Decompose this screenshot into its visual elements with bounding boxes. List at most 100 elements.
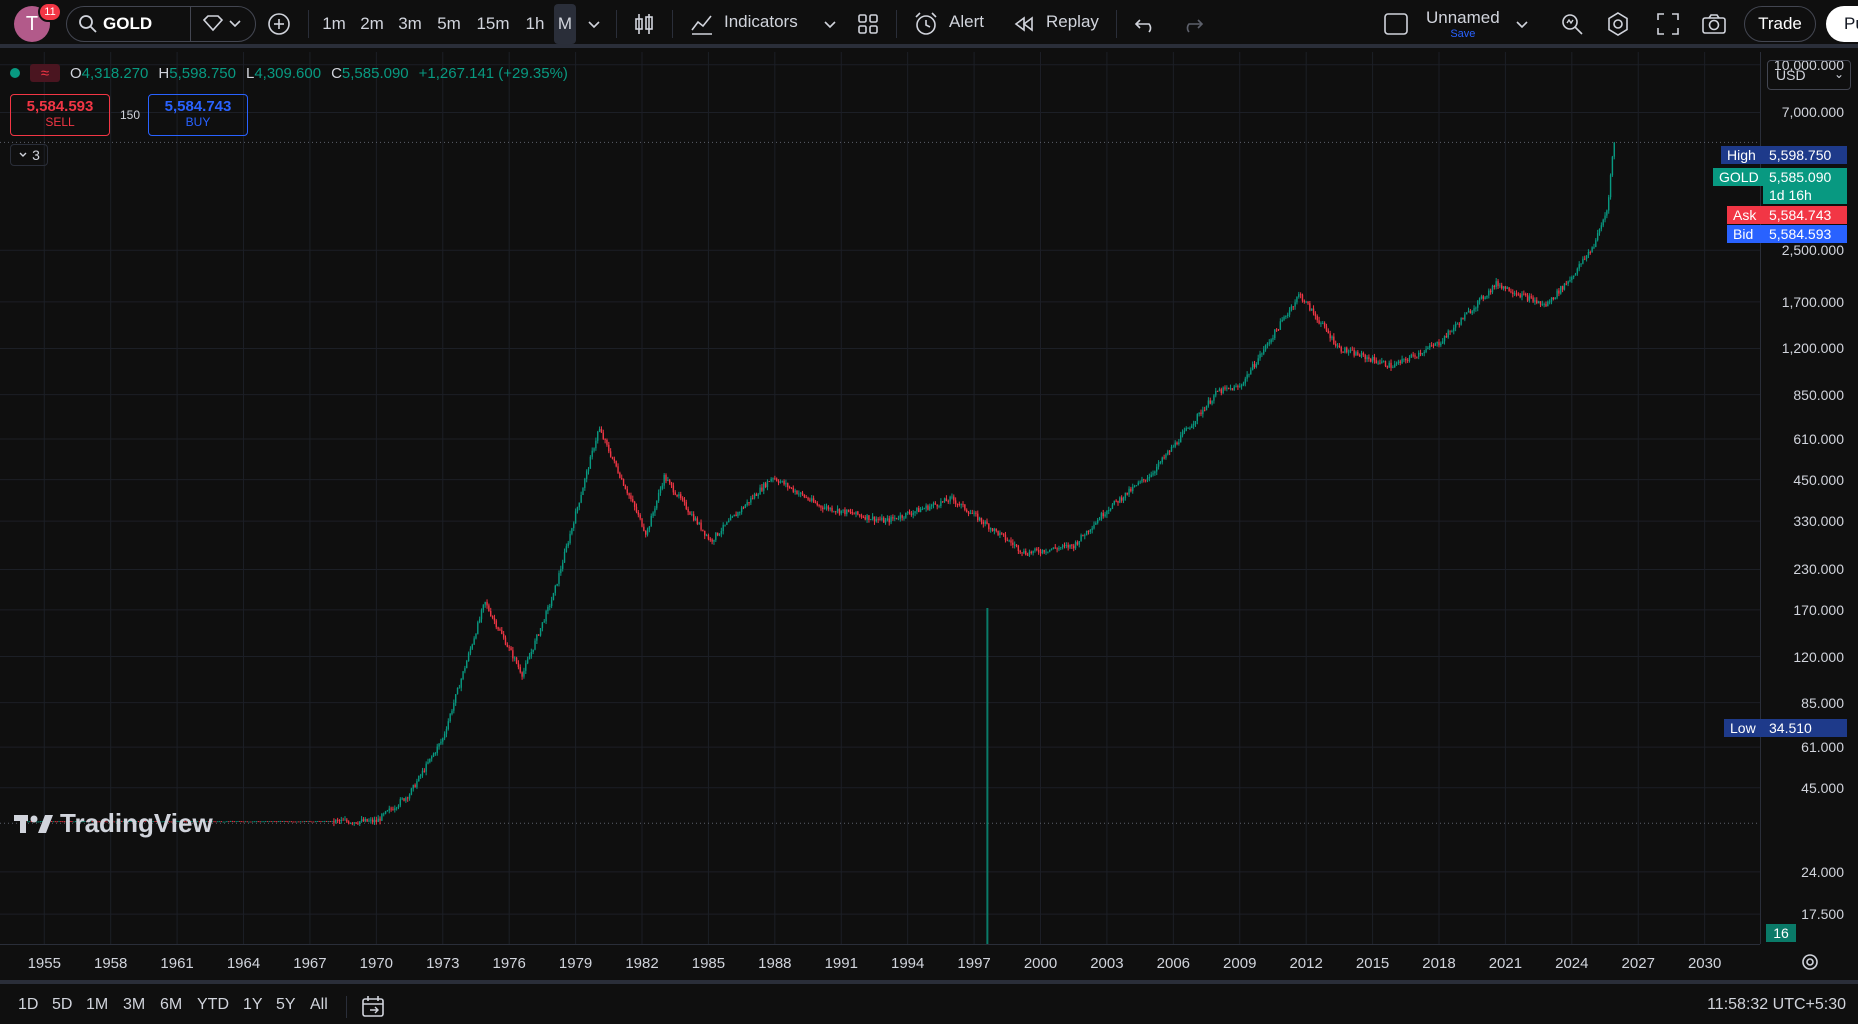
candle-body bbox=[167, 821, 169, 822]
layout-checkbox-icon[interactable] bbox=[1382, 10, 1410, 38]
candle-body bbox=[1200, 412, 1202, 415]
wave-icon[interactable]: ≈ bbox=[30, 64, 60, 82]
timeframe-3m[interactable]: 3m bbox=[398, 14, 422, 33]
range-1d[interactable]: 1D bbox=[18, 996, 39, 1013]
indicators-icon[interactable] bbox=[688, 10, 716, 38]
range-6m[interactable]: 6M bbox=[160, 996, 183, 1013]
candle-body bbox=[1257, 358, 1259, 364]
save-link[interactable]: Save bbox=[1450, 28, 1476, 40]
replay-rewind-icon[interactable] bbox=[1010, 10, 1038, 38]
timeframe-15m[interactable]: 15m bbox=[476, 14, 510, 33]
replay-button[interactable]: Replay bbox=[1046, 12, 1099, 31]
candle-body bbox=[71, 821, 73, 823]
candle-body bbox=[1250, 369, 1252, 375]
candle-body bbox=[89, 821, 92, 823]
candle-body bbox=[1100, 513, 1103, 520]
candle-body bbox=[1591, 247, 1593, 253]
candle-body bbox=[563, 551, 566, 563]
timeframe-dropdown-chevron-icon[interactable] bbox=[580, 10, 608, 38]
compare-diamond-icon[interactable] bbox=[198, 12, 246, 36]
time-axis[interactable]: 1955 1958 1961 1964 1967 1970 1973 1976 1979 1982… bbox=[0, 944, 1760, 980]
candle-body bbox=[1423, 352, 1425, 353]
price-tick-label: 1,200.000 bbox=[1781, 340, 1844, 357]
candle-body bbox=[521, 672, 523, 677]
candle-body bbox=[180, 821, 182, 822]
candle-body bbox=[825, 506, 828, 508]
candle-body bbox=[495, 620, 497, 628]
timeframe-2m[interactable]: 2m bbox=[360, 14, 384, 33]
redo-icon[interactable] bbox=[1178, 10, 1206, 38]
sell-button[interactable]: 5,584.593 SELL bbox=[10, 94, 110, 136]
candle-body bbox=[1344, 347, 1346, 353]
currency-select[interactable]: USD ⌄ bbox=[1767, 60, 1851, 90]
add-symbol-icon[interactable] bbox=[265, 10, 293, 38]
axis-settings-gear-icon[interactable] bbox=[1798, 950, 1822, 974]
candle-body bbox=[1491, 285, 1494, 293]
candle-body bbox=[805, 497, 807, 498]
candle-body bbox=[753, 494, 756, 499]
range-1y[interactable]: 1Y bbox=[243, 996, 263, 1013]
candle-body bbox=[1602, 219, 1604, 226]
timeframe-1m[interactable]: 1m bbox=[322, 14, 346, 33]
candle-body bbox=[1137, 482, 1139, 486]
candle-body bbox=[137, 821, 140, 823]
candle-body bbox=[216, 821, 219, 823]
candle-body bbox=[412, 784, 414, 789]
range-5d[interactable]: 5D bbox=[52, 996, 73, 1013]
range-5y[interactable]: 5Y bbox=[276, 996, 296, 1013]
settings-gear-icon[interactable] bbox=[1604, 10, 1632, 38]
timeframe-5m[interactable]: 5m bbox=[437, 14, 461, 33]
ask-tag-label: Ask bbox=[1727, 206, 1763, 224]
candle-body bbox=[875, 519, 878, 522]
date-range-calendar-icon[interactable] bbox=[360, 994, 386, 1020]
range-ytd[interactable]: YTD bbox=[197, 996, 229, 1013]
candle-body bbox=[1438, 342, 1440, 346]
layout-dropdown-chevron-icon[interactable] bbox=[1508, 10, 1536, 38]
candle-body bbox=[984, 521, 986, 524]
indicators-dropdown-chevron-icon[interactable] bbox=[816, 10, 844, 38]
fullscreen-icon[interactable] bbox=[1654, 10, 1682, 38]
candle-body bbox=[1349, 349, 1352, 352]
alarm-clock-icon[interactable] bbox=[912, 10, 940, 38]
candle-body bbox=[630, 495, 632, 500]
timeframe-1h[interactable]: 1h bbox=[525, 14, 545, 33]
indicators-button[interactable]: Indicators bbox=[724, 12, 798, 31]
candle-body bbox=[584, 478, 586, 488]
symbol-search[interactable]: GOLD bbox=[66, 6, 256, 42]
range-3m[interactable]: 3M bbox=[123, 996, 146, 1013]
chart-pane[interactable]: ≈ O 4,318.270 H 5,598.750 L 4,309.600 C 5,58… bbox=[0, 52, 1858, 948]
candle-body bbox=[971, 513, 973, 515]
quick-search-icon[interactable] bbox=[1558, 10, 1586, 38]
candle-style-icon[interactable] bbox=[630, 10, 658, 38]
layout-name-button[interactable]: Unnamed Save bbox=[1426, 8, 1500, 40]
price-chart-plot[interactable] bbox=[0, 52, 1760, 944]
candle-body bbox=[1196, 414, 1199, 422]
camera-snapshot-icon[interactable] bbox=[1700, 10, 1728, 38]
candle-body bbox=[1180, 435, 1182, 443]
candle-body bbox=[1060, 547, 1062, 549]
candle-body bbox=[641, 518, 643, 527]
range-1m[interactable]: 1M bbox=[86, 996, 109, 1013]
candle-body bbox=[1478, 298, 1481, 302]
candle-body bbox=[1475, 307, 1477, 309]
candle-body bbox=[342, 819, 344, 821]
publish-button[interactable]: Pu bbox=[1826, 6, 1858, 42]
alert-button[interactable]: Alert bbox=[949, 12, 984, 31]
timezone-clock[interactable]: 11:58:32 UTC+5:30 bbox=[1707, 996, 1846, 1013]
trade-button[interactable]: Trade bbox=[1744, 6, 1816, 42]
candle-body bbox=[252, 821, 254, 823]
candle-body bbox=[248, 821, 250, 823]
layouts-grid-icon[interactable] bbox=[854, 10, 882, 38]
candle-body bbox=[1294, 302, 1296, 307]
bar-countdown: 1d 16h bbox=[1763, 186, 1847, 204]
range-all[interactable]: All bbox=[310, 996, 328, 1013]
candle-body bbox=[335, 819, 337, 823]
candle-body bbox=[1143, 479, 1145, 481]
toolbar-divider bbox=[896, 10, 897, 38]
candle-body bbox=[823, 507, 826, 510]
undo-icon[interactable] bbox=[1132, 10, 1160, 38]
timeframe-monthly[interactable]: M bbox=[554, 4, 576, 44]
buy-button[interactable]: 5,584.743 BUY bbox=[148, 94, 248, 136]
candle-body bbox=[844, 509, 846, 515]
indicators-collapse-toggle[interactable]: 3 bbox=[10, 144, 48, 166]
